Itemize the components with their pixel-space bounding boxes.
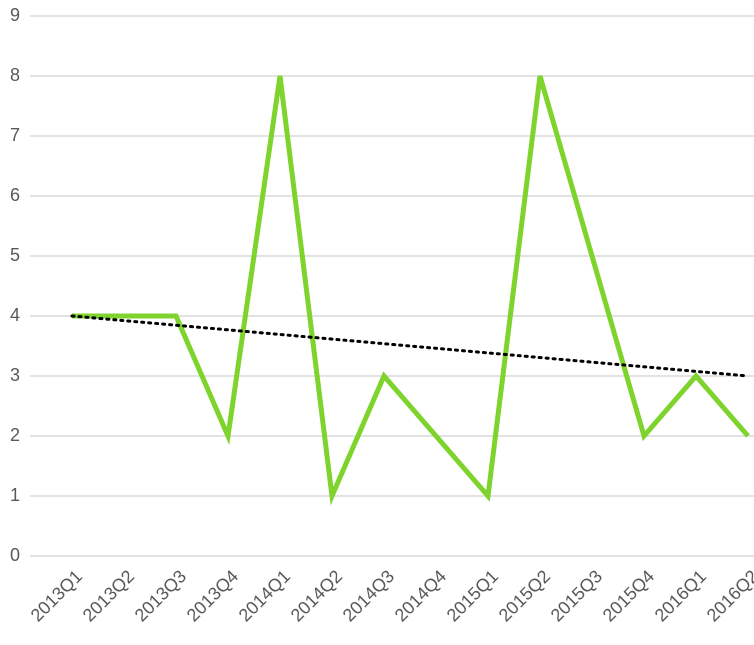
x-tick-label: 2015Q2 <box>495 566 554 625</box>
y-tick-label: 8 <box>10 65 20 85</box>
x-tick-label: 2014Q2 <box>287 566 346 625</box>
y-tick-label: 6 <box>10 185 20 205</box>
x-tick-label: 2016Q1 <box>651 566 710 625</box>
y-tick-label: 1 <box>10 485 20 505</box>
x-tick-label: 2015Q4 <box>599 566 658 625</box>
x-tick-label: 2014Q3 <box>339 566 398 625</box>
x-tick-label: 2015Q3 <box>547 566 606 625</box>
x-tick-label: 2013Q3 <box>131 566 190 625</box>
x-tick-label: 2015Q1 <box>443 566 502 625</box>
trend-line <box>70 314 750 378</box>
x-tick-label: 2013Q1 <box>27 566 86 625</box>
data-line <box>72 75 750 506</box>
x-tick-label: 2016Q2 <box>703 566 754 625</box>
y-tick-label: 3 <box>10 365 20 385</box>
y-tick-label: 5 <box>10 245 20 265</box>
y-tick-label: 7 <box>10 125 20 145</box>
x-tick-label: 2014Q4 <box>391 566 450 625</box>
y-tick-label: 0 <box>10 545 20 565</box>
x-tick-label: 2013Q4 <box>183 566 242 625</box>
y-tick-label: 9 <box>10 5 20 25</box>
y-tick-label: 2 <box>10 425 20 445</box>
x-tick-label: 2013Q2 <box>79 566 138 625</box>
x-tick-label: 2014Q1 <box>235 566 294 625</box>
y-tick-label: 4 <box>10 305 20 325</box>
